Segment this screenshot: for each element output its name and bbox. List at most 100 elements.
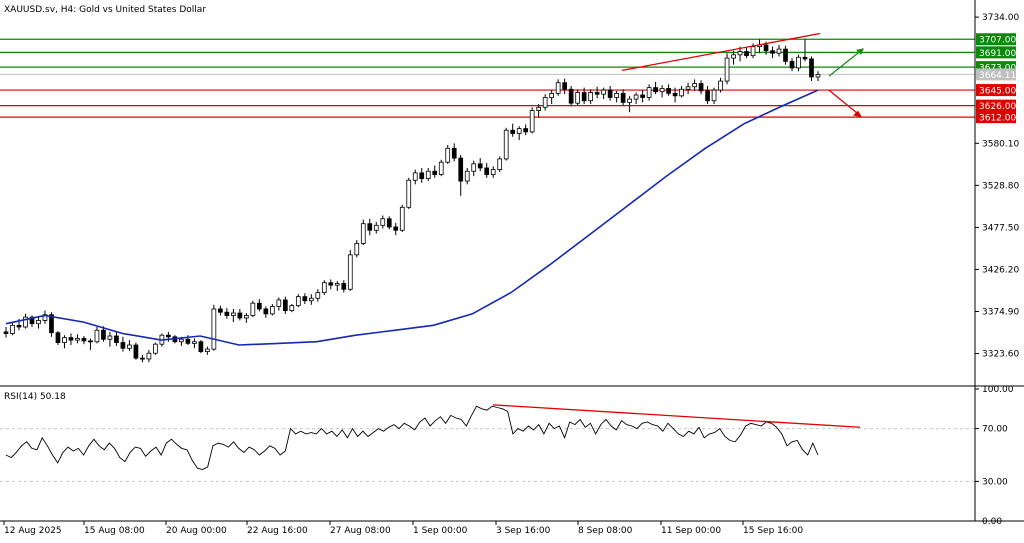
candle — [263, 306, 269, 318]
candle — [490, 166, 496, 178]
candle-body-down — [282, 299, 288, 311]
candle-body-up — [347, 254, 353, 290]
candle — [321, 280, 327, 296]
candle — [386, 216, 392, 230]
candle-body-down — [458, 157, 464, 182]
candle — [536, 104, 542, 118]
candle — [653, 81, 658, 95]
candle-body-down — [237, 312, 243, 319]
candle-body-up — [373, 224, 379, 231]
candle — [770, 46, 775, 59]
candle — [412, 169, 418, 185]
candle-body-down — [568, 88, 574, 104]
candle — [120, 336, 126, 352]
bullish-arrow-head — [856, 48, 864, 55]
candle — [198, 340, 204, 354]
candle-body-up — [295, 296, 301, 307]
candle — [380, 215, 386, 229]
candle — [672, 87, 678, 103]
candle-body-down — [523, 128, 529, 133]
candle — [231, 308, 236, 323]
candle — [698, 80, 704, 95]
candle — [497, 156, 503, 173]
candle — [114, 331, 119, 346]
candle-body-down — [16, 324, 22, 328]
time-tick-label: 15 Sep 16:00 — [743, 526, 803, 536]
candle-body-down — [789, 60, 795, 69]
candle — [607, 85, 613, 101]
candle-body-up — [718, 80, 723, 91]
candle — [718, 77, 723, 93]
candle — [75, 334, 80, 344]
candle — [354, 240, 360, 258]
candle-body-up — [614, 92, 619, 98]
candle-body-down — [419, 172, 425, 180]
candle-body-down — [705, 90, 710, 102]
time-axis: 12 Aug 2025 15 Aug 08:00 20 Aug 00:00 22 Au… — [3, 521, 803, 536]
candle — [802, 39, 808, 62]
candle — [101, 326, 106, 342]
price-level-label: 3612.00 — [979, 114, 1016, 124]
candle-body-up — [711, 89, 717, 102]
candle — [295, 294, 301, 308]
price-tick-label: 3374.90 — [982, 307, 1019, 317]
candle-body-down — [341, 283, 347, 290]
candle — [789, 58, 795, 72]
candle — [347, 249, 353, 291]
candle — [458, 154, 464, 196]
candle — [334, 281, 340, 291]
candle — [471, 160, 477, 177]
candle — [425, 167, 431, 182]
bullish-scenario-arrow — [828, 49, 863, 77]
bearish-scenario-arrow — [828, 89, 861, 116]
time-tick-label: 12 Aug 2025 — [4, 526, 62, 536]
candle — [393, 222, 399, 236]
candle-body-down — [594, 92, 600, 95]
candle — [620, 89, 626, 106]
candle-body-down — [81, 338, 87, 342]
candle-body-down — [263, 308, 269, 315]
candle-body-down — [802, 56, 808, 60]
candle-body-up — [146, 352, 152, 360]
candle-body-up — [179, 338, 184, 343]
rsi-divergence-line — [492, 404, 861, 428]
candle — [783, 45, 788, 65]
candle — [705, 85, 710, 105]
candle-body-up — [796, 56, 801, 69]
price-level-tag — [976, 33, 1016, 46]
candle-body-down — [484, 167, 490, 175]
rsi-tick-label: 30.00 — [982, 477, 1008, 487]
candle — [218, 305, 223, 316]
candle — [737, 46, 743, 62]
candle — [633, 92, 639, 105]
candle-body-up — [269, 306, 275, 315]
candle-body-down — [101, 329, 106, 340]
candle — [659, 85, 665, 98]
candle — [192, 338, 197, 349]
moving-average-line — [5, 89, 819, 346]
candle — [406, 177, 412, 209]
candle-body-down — [224, 311, 230, 316]
candle — [133, 342, 139, 360]
price-level-label: 3626.00 — [979, 102, 1016, 112]
candle — [127, 340, 132, 351]
candle-body-down — [68, 337, 74, 341]
price-trend-line — [621, 32, 821, 72]
candle-body-up — [354, 242, 360, 256]
candle — [523, 124, 529, 136]
candle-body-up — [244, 315, 249, 319]
candle-body-up — [776, 48, 782, 54]
candle-body-down — [510, 129, 516, 134]
candle-body-down — [120, 342, 126, 349]
candle — [731, 50, 736, 65]
candle — [438, 159, 444, 177]
candle-body-up — [380, 218, 386, 226]
candle-body-up — [315, 292, 321, 299]
candle-body-up — [94, 329, 100, 343]
candle — [419, 167, 425, 183]
price-level-tag — [976, 84, 1016, 97]
price-tick-label: 3477.50 — [982, 223, 1019, 233]
candle — [146, 349, 152, 363]
price-level-label: 3645.00 — [979, 87, 1016, 97]
candle-body-up — [542, 97, 548, 108]
